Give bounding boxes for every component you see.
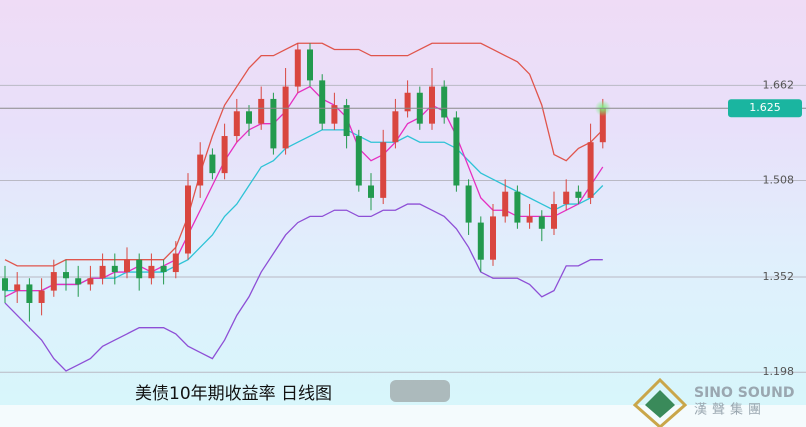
candle-body — [99, 265, 106, 279]
candle-body — [502, 191, 509, 217]
y-tick-label: 1.508 — [763, 174, 795, 187]
candle-body — [599, 108, 606, 143]
candle-body — [160, 265, 167, 273]
band-line — [4, 203, 603, 372]
candle-body — [319, 80, 326, 124]
band-line — [4, 42, 604, 267]
chart-title: 美债10年期收益率 日线图 — [135, 384, 332, 404]
candle-body — [14, 284, 21, 291]
candle-body — [538, 216, 545, 229]
candle-body — [136, 259, 143, 279]
footer-strip — [0, 405, 806, 427]
y-tick-label: 1.198 — [763, 365, 795, 378]
candle-body — [368, 185, 374, 198]
candle-body — [404, 92, 411, 112]
candle-body — [441, 86, 448, 118]
candle-body — [465, 185, 472, 223]
candle-body — [294, 49, 301, 87]
candle-body — [429, 86, 435, 124]
candle-body — [124, 259, 130, 273]
candle-body — [331, 105, 338, 124]
candle-body — [380, 142, 387, 198]
logo: SINO SOUND 漢聲集團 — [632, 377, 794, 427]
candle-body — [87, 278, 94, 285]
candle-body — [26, 284, 33, 303]
candle-body — [233, 111, 240, 137]
candle-body — [50, 272, 57, 291]
candle-body — [209, 154, 216, 174]
candle-body — [111, 265, 118, 273]
candle-body — [307, 49, 313, 81]
candle-body — [75, 278, 82, 285]
candle-body — [185, 185, 191, 254]
candle-body — [38, 290, 45, 303]
candle-body — [563, 191, 570, 205]
y-tick-label: 1.662 — [763, 78, 795, 91]
candle-body — [148, 265, 155, 279]
candle-body — [392, 111, 399, 143]
candle-body — [575, 191, 582, 198]
candle-body — [270, 98, 277, 149]
candle-body — [490, 216, 496, 260]
candle-body — [172, 253, 179, 273]
candle-body — [477, 222, 484, 260]
logo-diamond — [632, 377, 688, 427]
candle-body — [526, 216, 533, 223]
candle-body — [258, 98, 265, 124]
candle-body — [343, 105, 350, 137]
logo-inner — [645, 390, 675, 418]
y-tick-label: 1.352 — [763, 270, 795, 283]
candle-body — [355, 136, 362, 186]
blurred-block — [390, 380, 450, 402]
last-price-label: 1.625 — [749, 101, 781, 114]
last-price-box — [728, 99, 802, 118]
candle-body — [2, 278, 8, 291]
candle-body — [587, 142, 594, 198]
logo-text-cn: 漢聲集團 — [694, 402, 766, 418]
candle-body — [221, 136, 228, 174]
candle-body — [551, 204, 557, 229]
candle-body — [63, 272, 69, 279]
candle-body — [514, 191, 521, 223]
candle-body — [197, 154, 204, 186]
candle-body — [453, 117, 460, 186]
candle-body — [246, 111, 252, 124]
logo-text: SINO SOUND — [694, 385, 794, 401]
candle-body — [282, 86, 289, 149]
